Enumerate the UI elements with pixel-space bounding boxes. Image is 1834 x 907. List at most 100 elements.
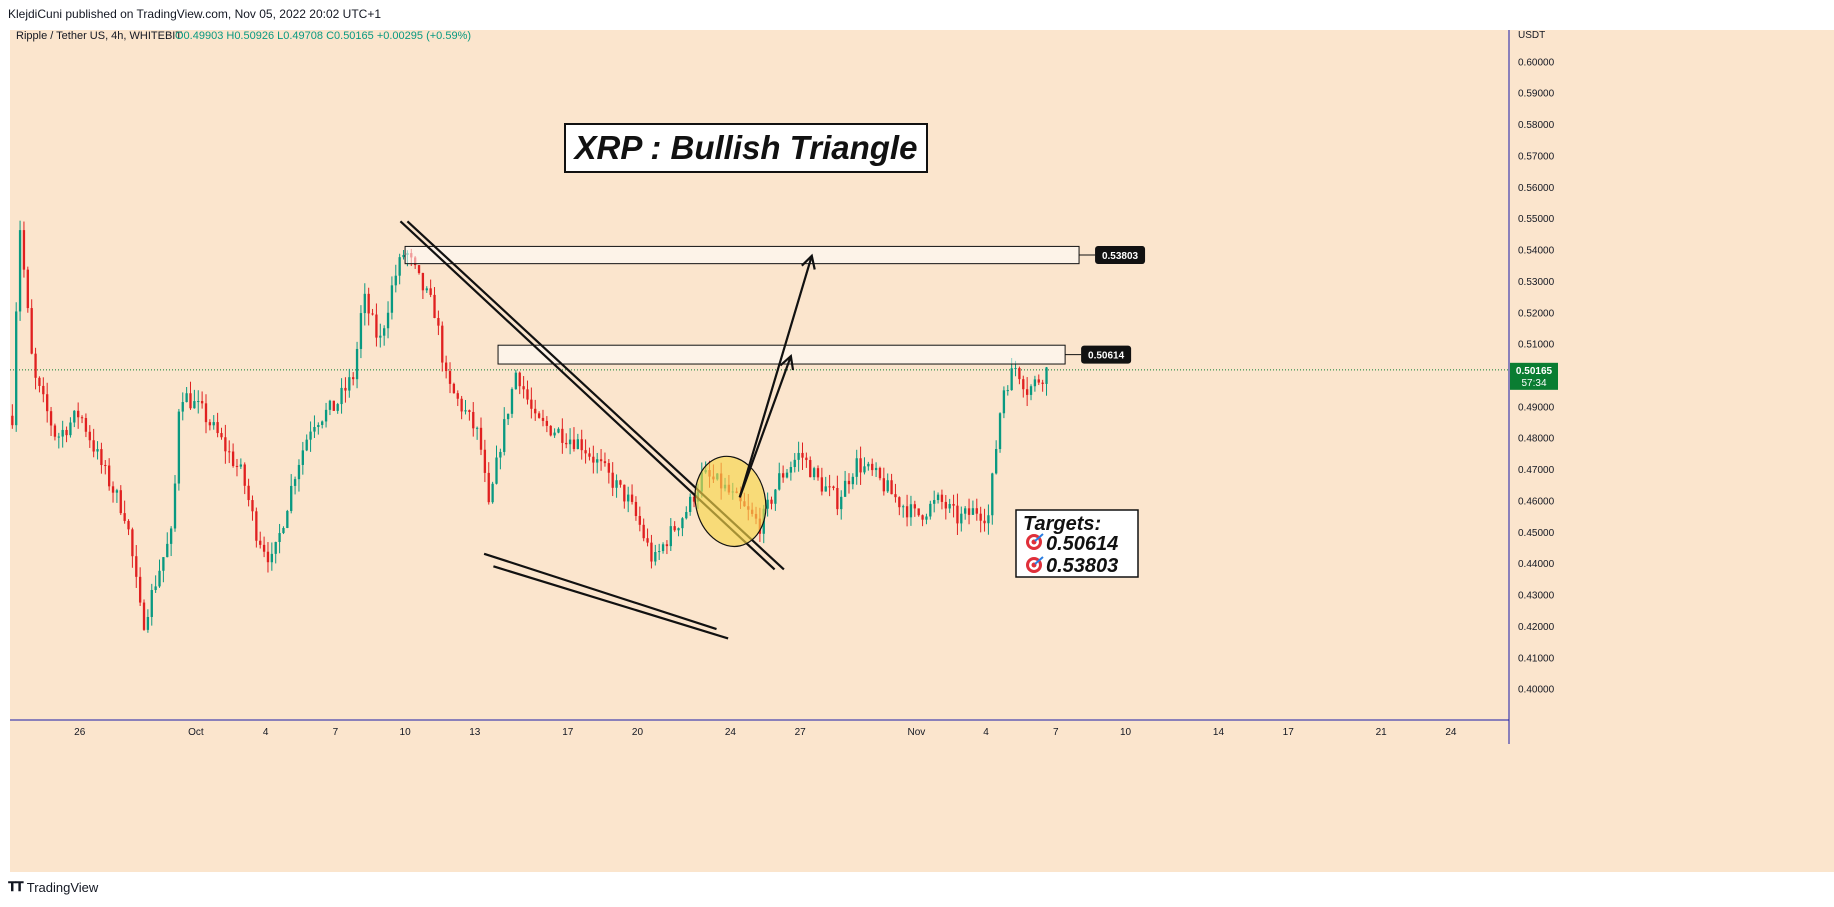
candle-up <box>576 439 580 450</box>
candle-up <box>73 410 76 423</box>
candle-up <box>654 552 657 562</box>
candle-down <box>433 294 436 318</box>
candle-down <box>619 480 622 485</box>
candle-up <box>843 480 847 497</box>
zone-price-label-bg <box>1095 246 1146 265</box>
price-tick-label: 0.41000 <box>1518 653 1555 664</box>
candle-down <box>890 480 893 495</box>
candle-down <box>371 313 374 315</box>
candle-up <box>933 500 936 504</box>
candle-up <box>402 254 405 258</box>
candle-up <box>998 413 1002 450</box>
chart-title: XRP : Bullish Triangle <box>573 129 918 166</box>
candle-down <box>584 450 587 454</box>
footer: 𝐓𝐓 TradingView <box>8 879 98 895</box>
candle-up <box>379 335 382 338</box>
candle-down <box>104 465 107 467</box>
candle-up <box>177 411 181 484</box>
candle-down <box>472 411 475 429</box>
candle-down <box>456 393 459 399</box>
chart-container[interactable]: 0.53803 0.50614 0.60000 0.59000 0.58000 0.57… <box>10 30 1834 872</box>
candle-down <box>905 506 909 518</box>
candle-up <box>766 499 769 509</box>
candle-up <box>336 404 339 411</box>
candle-down <box>448 371 452 384</box>
candle-down <box>259 540 262 545</box>
candle-down <box>231 451 235 466</box>
candle-up <box>115 490 119 493</box>
candle-down <box>572 439 576 450</box>
candle-up <box>286 510 289 528</box>
candle-down <box>46 394 49 412</box>
candle-down <box>224 437 227 452</box>
time-tick-label: 21 <box>1376 727 1388 738</box>
candle-down <box>921 515 924 520</box>
time-tick-label: 7 <box>1053 727 1059 738</box>
candle-up <box>1014 368 1017 370</box>
candle-up <box>309 431 312 440</box>
candlestick-chart[interactable]: 0.53803 0.50614 0.600000.590000.580000.57… <box>10 30 1834 872</box>
candle-down <box>208 422 212 426</box>
candle-down <box>88 431 91 441</box>
candle-down <box>332 400 335 411</box>
candle-down <box>262 544 266 552</box>
candle-up <box>971 508 975 515</box>
candle-down <box>119 490 122 514</box>
candle-up <box>785 472 789 478</box>
candle-down <box>429 288 432 295</box>
candle-up <box>936 494 940 501</box>
candle-down <box>53 425 57 437</box>
candle-up <box>173 483 177 529</box>
time-tick-label: 10 <box>1120 727 1132 738</box>
candle-up <box>658 551 661 553</box>
candle-up <box>154 586 157 591</box>
candle-down <box>983 520 986 524</box>
candle-down <box>189 393 192 409</box>
candle-down <box>452 383 456 394</box>
zone-price-label: 0.53803 <box>1102 251 1139 262</box>
candle-down <box>34 353 37 378</box>
time-tick-label: 10 <box>400 727 412 738</box>
ohlc-values: O0.49903 H0.50926 L0.49708 C0.50165 +0.0… <box>175 30 471 42</box>
candle-up <box>386 312 390 329</box>
candle-down <box>952 504 955 506</box>
candle-down <box>135 556 138 577</box>
resistance-zone <box>404 245 1080 265</box>
candle-down <box>859 458 862 473</box>
price-tick-label: 0.42000 <box>1518 622 1555 633</box>
candle-down <box>247 485 250 501</box>
candle-down <box>956 505 959 524</box>
price-tick-label: 0.44000 <box>1518 559 1555 570</box>
candle-down <box>816 468 820 478</box>
candle-up <box>212 422 215 426</box>
candle-down <box>344 387 347 391</box>
candle-down <box>127 520 130 530</box>
candle-up <box>475 427 479 429</box>
candle-down <box>11 415 14 426</box>
price-axis[interactable]: 0.60000 0.59000 0.58000 0.57000 0.56000 0.550… <box>1510 57 1558 696</box>
zone-price-label: 0.50614 <box>1088 351 1125 362</box>
footer-brand[interactable]: TradingView <box>26 879 99 895</box>
tradingview-logo-icon[interactable]: 𝐓𝐓 <box>8 879 24 894</box>
candle-down <box>235 465 239 467</box>
price-tick-label: 0.55000 <box>1518 214 1555 225</box>
candle-down <box>541 417 545 421</box>
price-tick-label: 0.57000 <box>1518 151 1555 162</box>
candle-up <box>328 400 332 410</box>
target-2-value: 0.53803 <box>1046 555 1118 577</box>
candle-down <box>1041 382 1044 384</box>
candle-down <box>580 439 583 451</box>
target-dart-icon <box>1026 533 1044 550</box>
candle-up <box>855 458 858 477</box>
target-dart-icon <box>1026 556 1044 573</box>
candle-up <box>146 616 150 630</box>
candle-down <box>646 538 649 543</box>
candle-down <box>871 463 874 471</box>
candle-down <box>913 504 916 509</box>
time-axis[interactable]: 26 Oct 4 7 10 13 17 20 24 27 Nov 4 7 10 14 17 21 24 <box>74 727 1457 738</box>
candle-down <box>204 403 208 423</box>
candle-up <box>503 419 506 452</box>
candle-down <box>200 401 204 404</box>
candle-down <box>781 473 785 478</box>
price-tick-label: 0.40000 <box>1518 685 1555 696</box>
